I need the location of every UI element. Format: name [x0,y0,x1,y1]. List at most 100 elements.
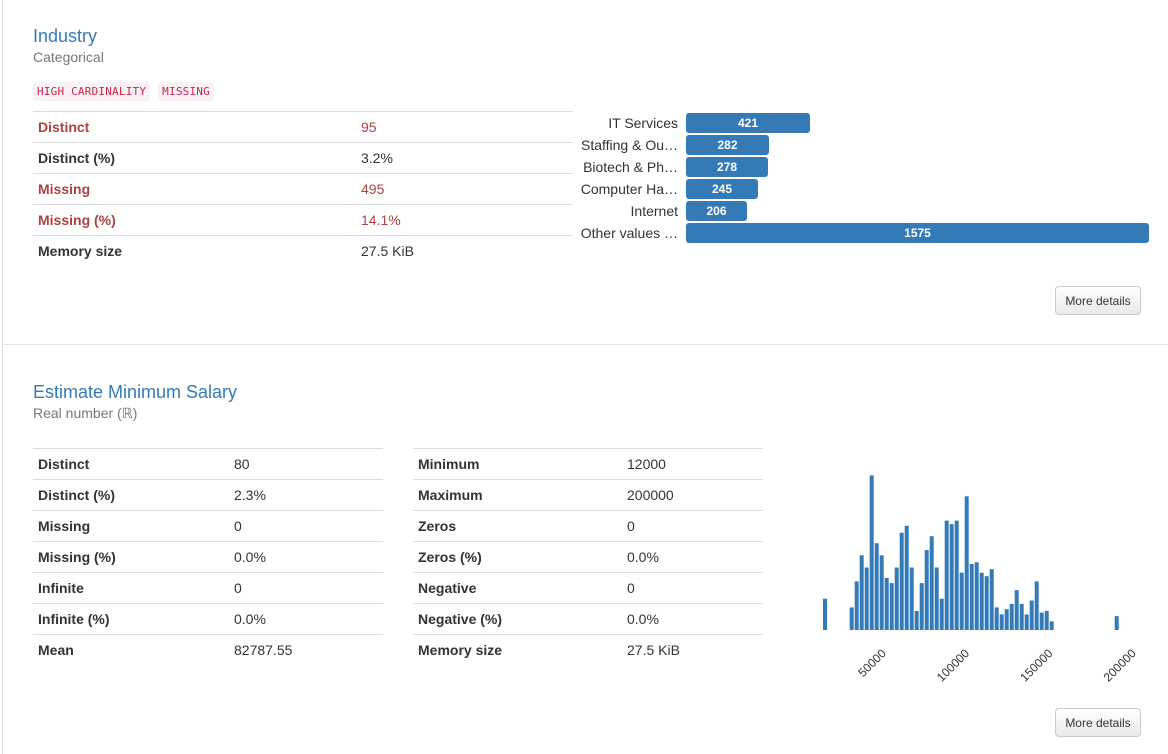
histogram-x-axis: 50000 100000 150000 200000 [855,646,1139,684]
stat-value: 82787.55 [229,634,383,665]
stat-value: 0.0% [622,541,763,573]
histogram-bar [919,583,924,630]
stat-label: Negative (%) [413,603,622,635]
industry-more-details-button[interactable]: More details [1055,286,1141,315]
frequency-row: Other values … 1575 [580,222,1160,244]
histogram-bar [989,569,994,630]
histogram-bar [1029,600,1034,630]
frequency-row: IT Services 421 [580,112,1160,134]
histogram-bar [904,525,909,630]
stat-label: Distinct (%) [33,142,356,174]
histogram-bar [909,567,914,630]
histogram-bar [929,536,934,630]
histogram-bar [1039,612,1044,630]
frequency-label: Internet [630,203,678,219]
x-tick-label: 100000 [934,646,972,684]
histogram-bar [1049,621,1054,630]
stat-label: Missing [33,510,229,542]
frequency-label: IT Services [608,115,678,131]
table-row: Distinct (%) 3.2% [33,142,573,174]
histogram-bar [1004,609,1009,630]
frequency-bar: 245 [686,179,758,199]
stat-value: 0 [229,510,383,542]
histogram-bar [969,564,974,630]
industry-warning-badges: HIGH CARDINALITY MISSING [33,82,214,101]
salary-stats-table-right: Minimum 12000 Maximum 200000 Zeros 0 Zeros … [413,448,763,665]
histogram-bar [849,607,854,630]
table-row: Missing 495 [33,173,573,205]
salary-stats-table-left: Distinct 80 Distinct (%) 2.3% Missing 0 Mis… [33,448,383,665]
stat-value: 0.0% [229,603,383,635]
table-row: Distinct 95 [33,111,573,143]
stat-value: 12000 [622,448,763,480]
frequency-bar: 206 [686,201,747,221]
stat-value: 27.5 KiB [356,235,573,266]
histogram-bar [879,555,884,630]
stat-label: Distinct [33,111,356,143]
histogram-bar [964,496,969,630]
salary-type: Real number (ℝ) [33,405,138,421]
stat-value: 0.0% [229,541,383,573]
frequency-label: Other values … [580,225,678,241]
frequency-row: Staffing & Ou… 282 [580,134,1160,156]
table-row: Distinct 80 [33,448,383,480]
stat-label: Infinite [33,572,229,604]
table-row: Mean 82787.55 [33,634,383,665]
stat-label: Negative [413,572,622,604]
stat-value: 0 [229,572,383,604]
stat-value: 27.5 KiB [622,634,763,665]
frequency-bar: 278 [686,157,768,177]
table-row: Infinite 0 [33,572,383,604]
table-row: Zeros (%) 0.0% [413,541,763,573]
high-cardinality-badge[interactable]: HIGH CARDINALITY [33,82,151,101]
table-row: Missing 0 [33,510,383,542]
histogram-bar [869,475,874,630]
histogram-bar [874,543,879,630]
stat-label: Mean [33,634,229,665]
histogram-bar [884,577,889,630]
histogram-bar [1024,614,1029,630]
stat-value: 80 [229,448,383,480]
stat-label: Memory size [33,235,356,266]
salary-more-details-button[interactable]: More details [1055,708,1141,737]
stat-label: Infinite (%) [33,603,229,635]
table-row: Maximum 200000 [413,479,763,511]
industry-title[interactable]: Industry [33,26,98,46]
stat-label: Memory size [413,634,622,665]
histogram-bar [924,550,929,630]
frequency-label: Computer Ha… [580,181,678,197]
salary-histogram: 50000 100000 150000 200000 [823,475,1139,684]
stat-label: Missing (%) [33,204,356,236]
stat-value: 3.2% [356,142,573,174]
histogram-bar [944,520,949,630]
table-row: Zeros 0 [413,510,763,542]
frequency-label: Biotech & Ph… [583,159,678,175]
frequency-label: Staffing & Ou… [580,137,678,153]
stat-value: 0 [622,572,763,604]
x-tick-label: 50000 [855,646,889,680]
histogram-bar [854,581,859,630]
histogram-bar [1019,603,1024,630]
stat-value: 14.1% [356,204,573,236]
table-row: Missing (%) 0.0% [33,541,383,573]
histogram-bar [939,598,944,630]
stat-value: 95 [356,111,573,143]
table-row: Minimum 12000 [413,448,763,480]
salary-title[interactable]: Estimate Minimum Salary [33,382,238,402]
histogram-bar [954,520,959,630]
frequency-bar: 282 [686,135,769,155]
missing-badge[interactable]: MISSING [158,82,214,101]
histogram-bar [979,572,984,630]
stat-label: Missing [33,173,356,205]
table-row: Missing (%) 14.1% [33,204,573,236]
histogram-bar [1044,610,1049,630]
table-row: Memory size 27.5 KiB [33,235,573,266]
histogram-bar [864,567,869,630]
histogram-bar [1114,616,1119,630]
table-row: Distinct (%) 2.3% [33,479,383,511]
frequency-bar: 421 [686,113,810,133]
section-divider [3,344,1168,345]
histogram-bar [984,576,989,630]
stat-label: Distinct [33,448,229,480]
industry-type: Categorical [33,49,104,65]
